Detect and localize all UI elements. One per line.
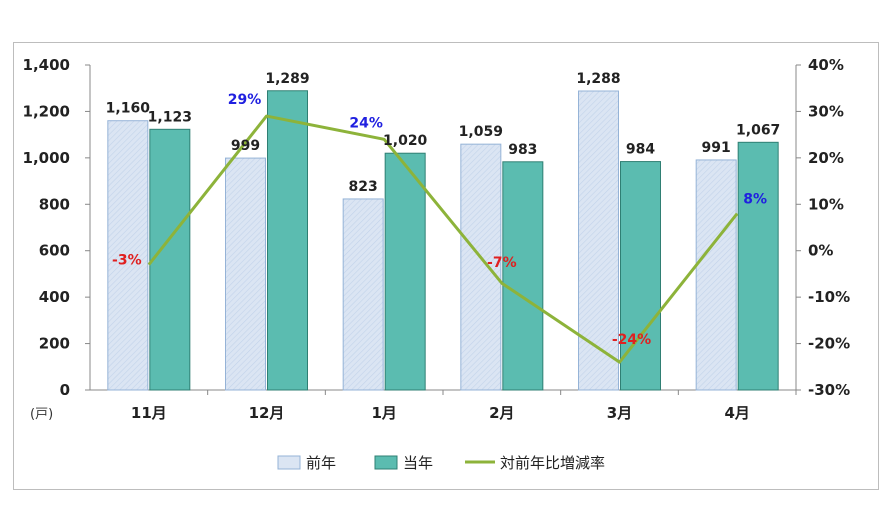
legend-label-rate: 対前年比増減率 bbox=[500, 454, 605, 472]
rate-label: -24% bbox=[612, 332, 651, 348]
data-label-curr: 983 bbox=[508, 142, 537, 158]
bars-group bbox=[107, 90, 779, 391]
legend-label-curr: 当年 bbox=[403, 454, 433, 472]
data-label-curr: 1,123 bbox=[148, 109, 192, 125]
bar-curr-year bbox=[737, 141, 779, 391]
right-tick-label: 0% bbox=[808, 242, 833, 260]
data-label-curr: 1,020 bbox=[383, 133, 428, 149]
category-label: 12月 bbox=[249, 404, 285, 422]
rate-label: -3% bbox=[112, 253, 142, 269]
category-label: 11月 bbox=[131, 404, 167, 422]
right-tick-label: 40% bbox=[808, 56, 844, 74]
category-label: 2月 bbox=[489, 404, 514, 422]
rate-label: -7% bbox=[487, 255, 517, 271]
bar-prev-year bbox=[695, 159, 737, 391]
left-tick-label: 600 bbox=[39, 242, 70, 260]
legend: 前年 当年 対前年比増減率 bbox=[277, 454, 605, 472]
data-label-prev: 1,288 bbox=[576, 71, 620, 87]
left-tick-label: 0 bbox=[60, 381, 70, 399]
unit-label: (戸) bbox=[30, 407, 53, 422]
right-tick-label: -10% bbox=[808, 288, 850, 306]
data-label-curr: 1,067 bbox=[736, 122, 780, 138]
legend-swatch-curr bbox=[374, 455, 398, 470]
data-label-prev: 823 bbox=[349, 179, 378, 195]
rate-label: 24% bbox=[349, 115, 383, 131]
legend-swatch-prev bbox=[277, 455, 301, 470]
bar-curr-year bbox=[267, 90, 308, 391]
data-label-curr: 984 bbox=[626, 142, 655, 158]
data-label-prev: 999 bbox=[231, 138, 260, 154]
bar-prev-year bbox=[342, 198, 384, 391]
legend-label-prev: 前年 bbox=[306, 454, 336, 472]
rate-label: 29% bbox=[228, 92, 262, 108]
right-tick-label: 10% bbox=[808, 195, 844, 213]
left-tick-label: 800 bbox=[39, 195, 70, 213]
bar-prev-year bbox=[107, 120, 149, 391]
category-label: 4月 bbox=[724, 404, 749, 422]
right-tick-label: -30% bbox=[808, 381, 850, 399]
bar-curr-year bbox=[149, 128, 191, 391]
left-tick-label: 1,200 bbox=[23, 102, 70, 120]
rate-line-group bbox=[147, 114, 739, 364]
right-tick-label: 30% bbox=[808, 102, 844, 120]
data-label-prev: 1,160 bbox=[106, 101, 151, 117]
rate-line bbox=[147, 114, 739, 364]
bar-curr-year bbox=[502, 161, 544, 391]
category-label: 3月 bbox=[607, 404, 632, 422]
right-tick-label: 20% bbox=[808, 149, 844, 167]
data-label-prev: 1,059 bbox=[459, 124, 503, 140]
left-tick-label: 400 bbox=[39, 288, 70, 306]
right-tick-label: -20% bbox=[808, 335, 850, 353]
category-label: 1月 bbox=[371, 404, 396, 422]
data-label-curr: 1,289 bbox=[265, 71, 309, 87]
rate-label: 8% bbox=[743, 192, 767, 208]
left-tick-label: 200 bbox=[39, 335, 70, 353]
bar-curr-year bbox=[620, 161, 661, 391]
axis-ticks-group: 0 200 400 600 800 1,000 1,200 1,400 -30% -20% -10%… bbox=[23, 56, 851, 422]
bar-prev-year bbox=[225, 157, 266, 391]
left-tick-label: 1,000 bbox=[23, 149, 70, 167]
bar-prev-year bbox=[460, 143, 502, 391]
bar-curr-year bbox=[384, 152, 426, 391]
data-label-prev: 991 bbox=[702, 140, 731, 156]
left-tick-label: 1,400 bbox=[23, 56, 70, 74]
